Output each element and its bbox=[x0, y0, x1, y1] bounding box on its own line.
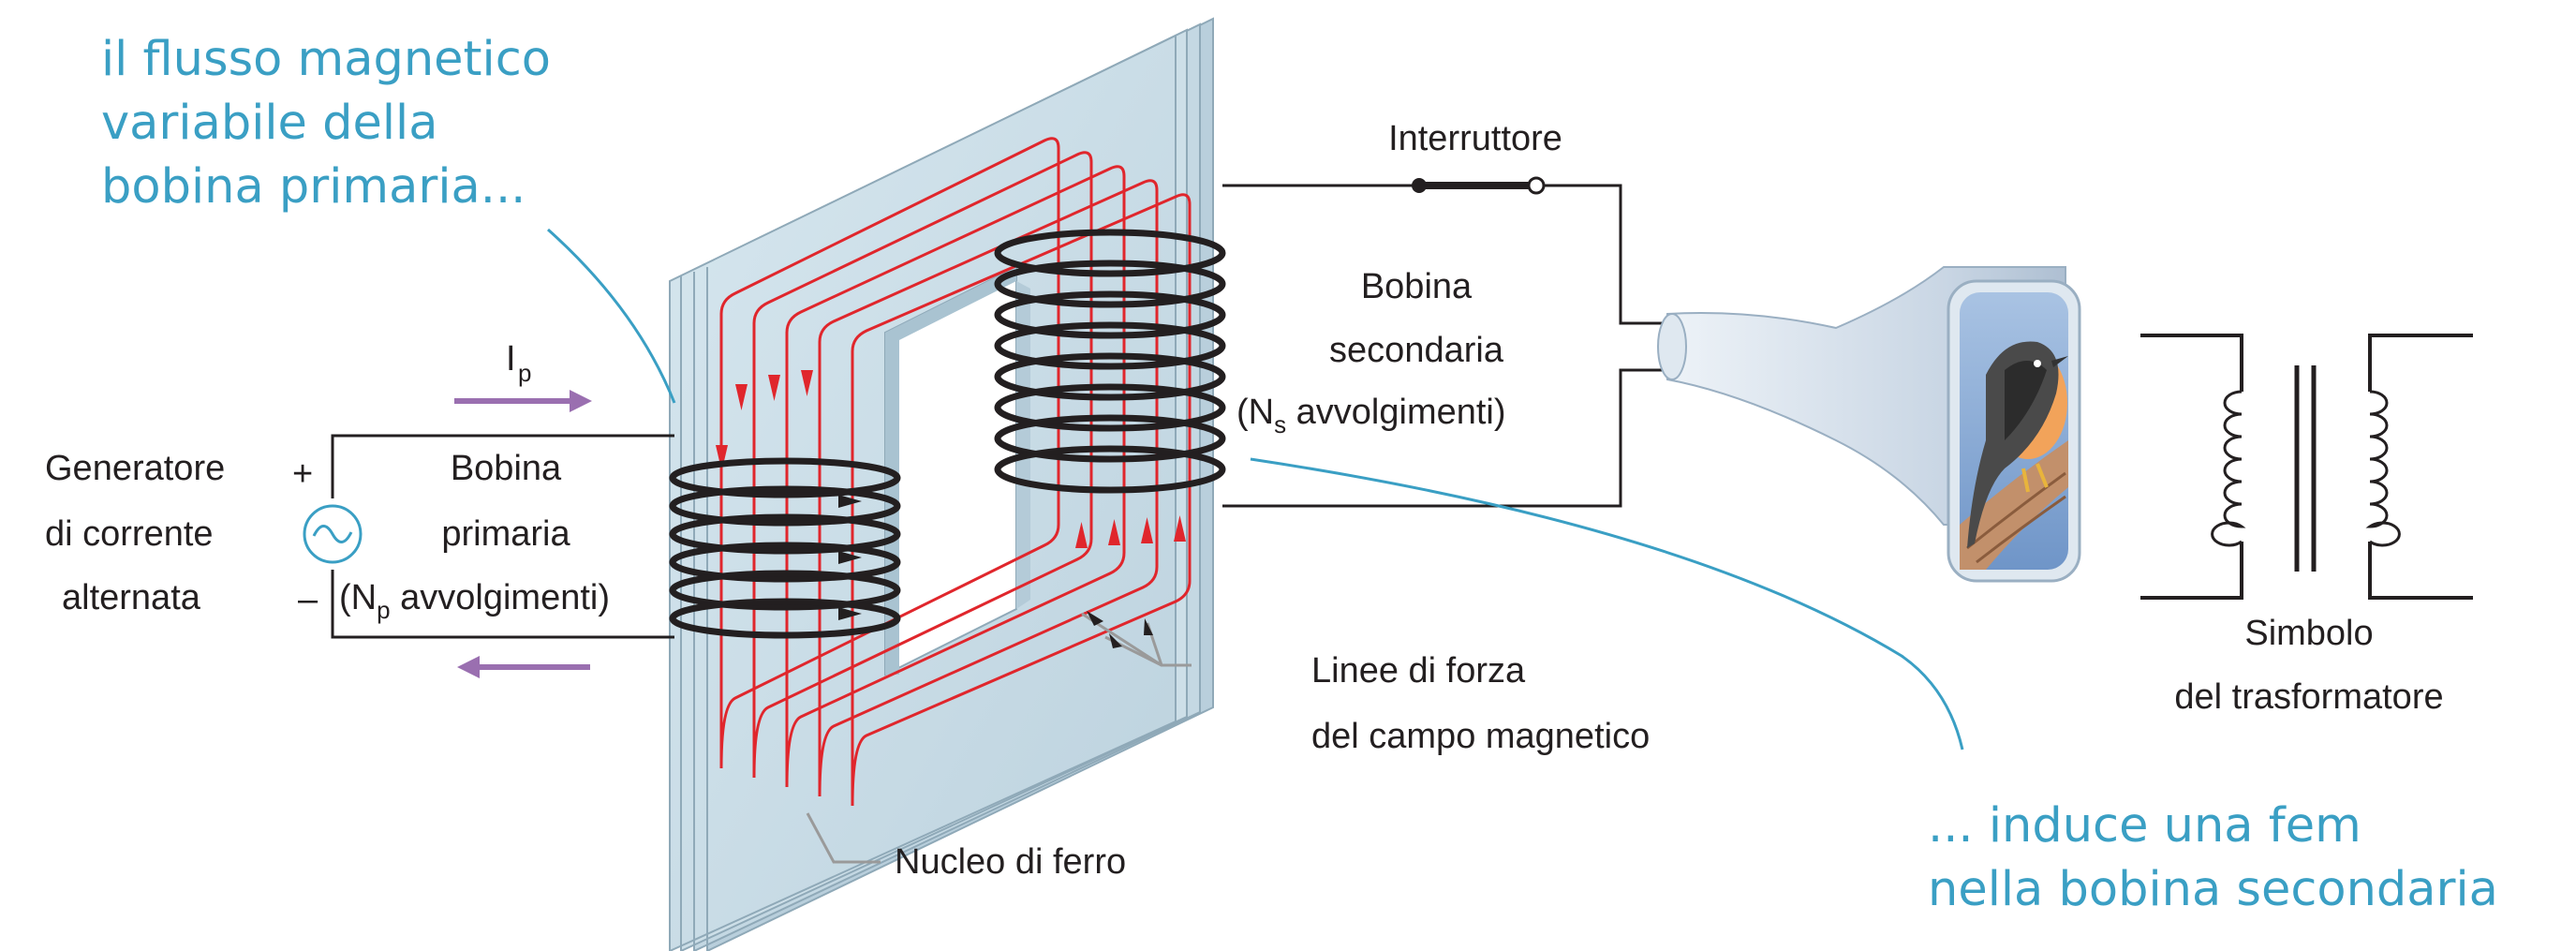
primary-circuit bbox=[331, 434, 674, 639]
primary-flux-line-1: il flusso magnetico bbox=[101, 32, 551, 87]
primary-coil-current-arrows bbox=[838, 495, 862, 620]
iron-core bbox=[669, 17, 1214, 951]
annotation-primary-flux: il flusso magnetico variabile della bobi… bbox=[101, 32, 551, 215]
generator-label: Generatore di corrente alternata + – bbox=[45, 449, 318, 619]
field-lines-line-2: del campo magnetico bbox=[1311, 717, 1650, 756]
generator-line-3: alternata bbox=[62, 578, 201, 617]
primary-flux-line-2: variabile della bbox=[101, 96, 437, 151]
secondary-coil-label: Bobina secondaria (Ns avvolgimenti) bbox=[1236, 267, 1506, 438]
iron-core-label: Nucleo di ferro bbox=[895, 842, 1126, 882]
ac-generator bbox=[303, 504, 363, 564]
generator-minus: – bbox=[298, 580, 318, 619]
leader-lines bbox=[546, 228, 1964, 864]
generator-line-1: Generatore bbox=[45, 449, 225, 488]
current-symbol: I bbox=[506, 339, 516, 379]
secondary-coil bbox=[994, 229, 1226, 494]
primary-coil-line-3: (Np avvolgimenti) bbox=[339, 578, 610, 624]
field-line-arrows-down bbox=[716, 370, 813, 471]
field-line-arrows-up bbox=[1075, 515, 1186, 548]
secondary-coil-line-1: Bobina bbox=[1361, 267, 1473, 306]
generator-line-2: di corrente bbox=[45, 514, 214, 554]
generator-plus: + bbox=[292, 454, 313, 494]
secondary-coil-line-3: (Ns avvolgimenti) bbox=[1236, 393, 1506, 438]
induces-emf-line-2: nella bobina secondaria bbox=[1928, 862, 2498, 917]
current-arrow-top bbox=[454, 390, 592, 412]
current-subscript: p bbox=[518, 359, 531, 387]
current-label: I p bbox=[506, 339, 531, 387]
secondary-circuit bbox=[1222, 184, 1686, 508]
transformer-symbol-line-1: Simbolo bbox=[2244, 614, 2373, 653]
primary-coil-line-2: primaria bbox=[441, 514, 570, 554]
current-arrow-bottom bbox=[457, 656, 590, 678]
field-lines-line-1: Linee di forza bbox=[1311, 651, 1526, 691]
transformer-symbol bbox=[2140, 334, 2473, 600]
primary-coil-label: Bobina primaria (Np avvolgimenti) bbox=[339, 449, 610, 624]
primary-coil bbox=[669, 457, 901, 639]
primary-coil-line-1: Bobina bbox=[451, 449, 562, 488]
picture-tube bbox=[1657, 266, 2081, 583]
annotation-induces-emf: ... induce una fem nella bobina secondar… bbox=[1928, 798, 2498, 917]
secondary-coil-line-2: secondaria bbox=[1329, 331, 1504, 370]
transformer-symbol-line-2: del trasformatore bbox=[2174, 677, 2443, 717]
transformer-symbol-label: Simbolo del trasformatore bbox=[2174, 614, 2443, 717]
field-lines-label: Linee di forza del campo magnetico bbox=[1311, 651, 1650, 756]
primary-flux-line-3: bobina primaria... bbox=[101, 159, 526, 215]
induces-emf-line-1: ... induce una fem bbox=[1928, 798, 2361, 854]
switch-label: Interruttore bbox=[1388, 119, 1562, 158]
switch bbox=[1412, 176, 1546, 195]
magnetic-field-lines bbox=[719, 137, 1192, 807]
